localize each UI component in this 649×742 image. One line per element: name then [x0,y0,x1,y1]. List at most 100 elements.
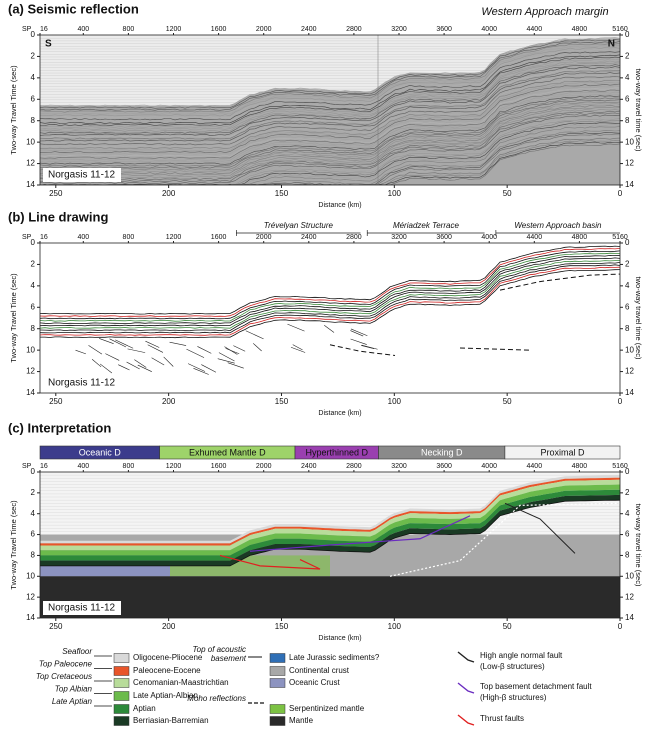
reflector [40,126,620,185]
fault-stroke [145,340,160,348]
line-name: Norgasis 11-12 [48,170,116,181]
twt-tick-label: 6 [625,94,630,103]
horizon-line [40,262,620,332]
legend-label: Cenomanian-Maastrichtian [133,678,229,687]
panel-frame [39,471,621,619]
distance-tick-label: 200 [162,397,176,406]
twt-tick-label: 0 [625,467,630,476]
reflector [40,118,620,185]
sp-tick-label: 400 [77,234,89,241]
fault-stroke [169,341,187,346]
distance-tick-label: 100 [388,622,402,631]
x-axis-label: Distance (km) [318,202,361,209]
reflector [40,104,620,175]
twt-tick-label: 2 [31,488,36,497]
domain-label: Oceanic D [79,447,122,457]
horizon-line [40,264,620,334]
twt-tick-label: 4 [625,281,630,290]
twt-tick-label: 14 [625,180,634,189]
fault-stroke [115,339,134,349]
compass: S [45,39,52,50]
horizon-line [40,250,620,320]
line-name-box [43,601,121,615]
distance-tick-label: 100 [388,397,402,406]
sp-tick-label: 2800 [346,234,362,241]
reflector [40,41,620,111]
y-axis-label: Two-way Travel Time (sec) [9,65,18,155]
legend-swatch [113,666,130,676]
reflector [40,89,620,159]
twt-tick-label: 8 [31,551,36,560]
distance-tick-label: 250 [49,189,63,198]
twt-tick-label: 2 [31,260,36,269]
panel-content [40,245,620,375]
fault-stroke [324,325,335,333]
reflector [40,54,620,125]
domain-label: Hyperthinned D [305,447,368,457]
twt-tick-label: 8 [31,116,36,125]
twt-tick-label: 10 [26,137,35,146]
distance-tick-label: 150 [275,622,289,631]
twt-tick-label: 4 [31,73,36,82]
twt-tick-label: 6 [625,302,630,311]
twt-tick-label: 0 [31,30,36,39]
sp-tick-label: 2800 [346,463,362,470]
twt-tick-label: 14 [625,613,634,622]
twt-tick-label: 8 [625,551,630,560]
legend-swatch [269,678,286,688]
sp-label: SP [22,234,32,241]
detachment [249,515,471,552]
fault-stroke [137,364,152,372]
y2-axis-label: two-way travel time (sec) [634,504,643,587]
sp-tick-label: 2400 [301,463,317,470]
fault-stroke [163,356,174,367]
fault-stroke [75,349,86,355]
reflector [40,95,620,165]
distance-tick-label: 250 [49,397,63,406]
legend-swatch [269,653,286,663]
twt-tick-label: 12 [26,592,35,601]
legend-swatch [113,716,130,726]
twt-tick-label: 12 [26,159,35,168]
reflector [40,43,620,113]
reflector [40,107,620,177]
twt-tick-label: 6 [31,94,36,103]
distance-tick-label: 200 [162,622,176,631]
sp-tick-label: 4800 [572,26,588,33]
fault-label: High angle normal fault [480,651,563,660]
sp-tick-label: 1200 [166,234,182,241]
compass: N [608,39,615,50]
twt-tick-label: 0 [31,467,36,476]
domain-label: Necking D [421,447,463,457]
x-axis-label: Distance (km) [318,635,361,642]
fault-stroke [127,348,146,353]
sp-tick-label: 2800 [346,26,362,33]
distance-tick-label: 100 [388,189,402,198]
y-axis-label: Two-way Travel Time (sec) [9,500,18,590]
twt-tick-label: 6 [31,530,36,539]
horizon-line [40,254,620,324]
twt-tick-label: 0 [625,238,630,247]
line-name-box [43,168,121,182]
legend-label: Oligocene-Pliocene [133,653,203,662]
twt-tick-label: 12 [625,159,634,168]
sp-tick-label: 16 [40,26,48,33]
y2-axis-label: two-way travel time (sec) [634,69,643,152]
moho-label: Moho reflections [187,694,246,703]
distance-tick-label: 150 [275,397,289,406]
horizon-line [40,260,620,329]
sp-tick-label: 16 [40,463,48,470]
reflector [40,130,620,185]
twt-tick-label: 10 [625,137,634,146]
fault-stroke [88,345,103,355]
horizon-line [40,248,620,317]
basement-label: basement [211,654,247,663]
sp-tick-label: 3200 [391,234,407,241]
legend-label: Continental crust [289,666,350,675]
twt-tick-label: 2 [31,52,36,61]
twt-tick-label: 14 [625,388,634,397]
twt-tick-label: 0 [31,238,36,247]
reflector [40,66,620,136]
fault-stroke [109,338,127,348]
fault-stroke [147,344,164,353]
